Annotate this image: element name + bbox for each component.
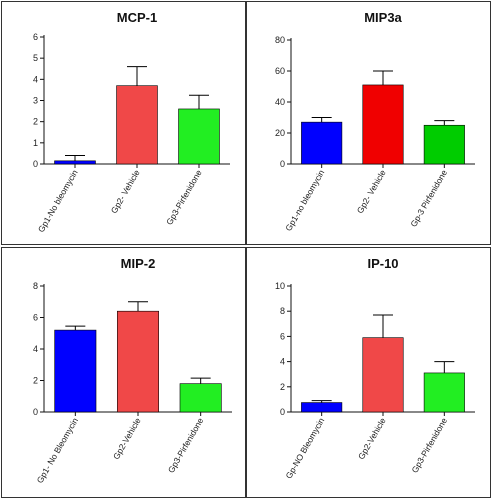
chart-svg-mcp1: MCP-1 0 1 2 3 4 5 6 Gp1-No bleomycin Gp2- Vehicle… — [33, 10, 230, 234]
x-category-label: Gp1-no bleomycin — [283, 168, 326, 233]
error-bar-gp3-pirfenidone — [190, 377, 211, 384]
error-bar-gp2-vehicle — [373, 314, 393, 338]
bar-gp1-no-bleomycin — [54, 329, 97, 413]
bar-gp2-vehicle — [117, 310, 159, 413]
bar-gp-no-bleomycin — [301, 402, 343, 413]
x-category-label: Gp3-Pirfenidone — [164, 168, 204, 227]
y-tick-label: 10 — [275, 281, 285, 291]
chart-svg-mip2: MIP-2 0 2 4 6 8 Gp1- No Bleomycin Gp2-Vehicle Gp… — [33, 256, 232, 485]
chart-title-ip-10: IP-10 — [367, 256, 398, 271]
y-tick-label: 4 — [280, 357, 285, 367]
error-bar-gp3-pirfenidone — [434, 361, 455, 373]
chart-panel-mcp1: MCP-1 0 1 2 3 4 5 6 Gp1-No bleomycin Gp2- Vehicle… — [1, 1, 246, 245]
y-tick-label: 5 — [33, 53, 38, 63]
chart-svg-mip3a: MIP3a 0 20 40 60 80 Gp1-no bleomycin Gp2- Vehic… — [275, 10, 475, 233]
x-category-label: Gp2- Vehicle — [109, 168, 142, 215]
y-tick-label: 4 — [33, 74, 38, 84]
error-bar-gp3-pirfenidone — [189, 94, 209, 109]
y-tick-label: 20 — [275, 128, 285, 138]
y-tick-label: 3 — [33, 96, 38, 106]
y-tick-label: 6 — [280, 331, 285, 341]
bar-gp3-pirfenidone — [178, 108, 220, 165]
y-tick-label: 0 — [280, 159, 285, 169]
y-tick-label: 0 — [33, 407, 38, 417]
bar-gp1-no-bleomycin — [54, 160, 96, 165]
error-bar-gp2-vehicle — [127, 66, 147, 86]
error-bar-gp2-vehicle — [373, 70, 393, 85]
error-bar-gp2-vehicle — [128, 301, 148, 312]
error-bar-gp1-no-bleomycin — [311, 117, 332, 123]
y-tick-label: 8 — [33, 281, 38, 291]
y-tick-label: 40 — [275, 97, 285, 107]
chart-panel-mip3a: MIP3a 0 20 40 60 80 Gp1-no bleomycin Gp2- Vehic… — [246, 1, 491, 245]
x-category-label: Gp-NO Bleomycin — [283, 416, 326, 481]
y-tick-label: 0 — [33, 159, 38, 169]
error-bar-gp-3-pirfenidone — [434, 120, 455, 126]
y-tick-label: 6 — [33, 32, 38, 42]
x-category-label: Gp3-Pirfenidone — [409, 416, 449, 475]
x-category-label: Gp2- Vehicle — [355, 168, 388, 215]
bar-gp2-vehicle — [362, 337, 404, 413]
chart-title-mcp-1: MCP-1 — [117, 10, 157, 25]
y-tick-label: 4 — [33, 344, 38, 354]
y-tick-label: 60 — [275, 66, 285, 76]
x-category-label: Gp3-Pirfenidone — [166, 416, 206, 475]
chart-svg-ip10: IP-10 0 2 4 6 8 10 Gp-NO Bleomycin Gp2-Vehicle Gp… — [275, 256, 475, 481]
y-tick-label: 1 — [33, 138, 38, 148]
bar-gp3-pirfenidone — [423, 372, 465, 413]
chart-panel-ip10: IP-10 0 2 4 6 8 10 Gp-NO Bleomycin Gp2-Vehicle Gp… — [246, 247, 491, 498]
chart-title-mip-2: MIP-2 — [121, 256, 156, 271]
x-category-label: Gp1- No Bleomycin — [35, 416, 81, 485]
chart-title-mip3a: MIP3a — [364, 10, 402, 25]
y-tick-label: 2 — [280, 382, 285, 392]
bar-gp1-no-bleomycin — [301, 121, 343, 165]
y-tick-label: 6 — [33, 313, 38, 323]
y-tick-label: 2 — [33, 117, 38, 127]
bar-gp2-vehicle — [362, 84, 404, 165]
y-tick-label: 2 — [33, 376, 38, 386]
error-bar-gp1-no-bleomycin — [65, 325, 86, 331]
y-tick-label: 8 — [280, 306, 285, 316]
y-tick-label: 80 — [275, 35, 285, 45]
y-tick-label: 0 — [280, 407, 285, 417]
error-bar-gp-no-bleomycin — [311, 400, 332, 403]
x-category-label: Gp2-Vehicle — [356, 416, 388, 461]
x-category-label: Gp2-Vehicle — [111, 416, 143, 461]
x-category-label: Gp-3 Pirfenidone — [408, 168, 449, 229]
bar-gp3-pirfenidone — [179, 383, 222, 413]
chart-panel-mip2: MIP-2 0 2 4 6 8 Gp1- No Bleomycin Gp2-Vehicle Gp… — [1, 247, 246, 498]
bar-gp-3-pirfenidone — [423, 124, 465, 165]
error-bar-gp1-no-bleomycin — [65, 155, 85, 161]
x-category-label: Gp1-No bleomycin — [36, 168, 80, 234]
bar-gp2-vehicle — [116, 85, 158, 165]
